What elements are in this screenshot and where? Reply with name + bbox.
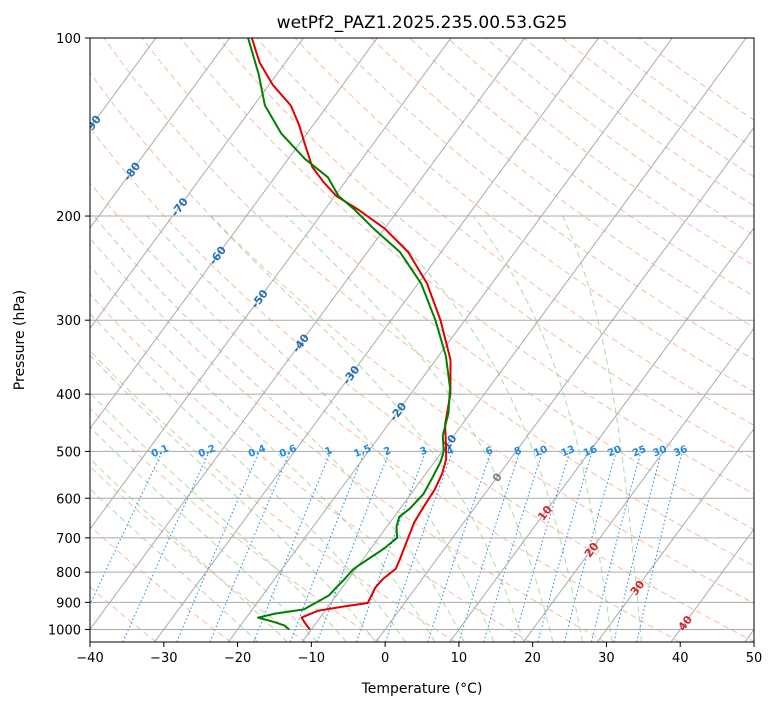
x-tick-label: −20 [224, 651, 251, 666]
x-axis-label: Temperature (°C) [361, 681, 483, 697]
x-tick-label: 30 [598, 651, 615, 666]
y-tick-label: 1000 [48, 623, 81, 638]
chart-title: wetPf2_PAZ1.2025.235.00.53.G25 [277, 13, 568, 33]
x-tick-label: −40 [76, 651, 103, 666]
x-tick-label: 40 [672, 651, 689, 666]
x-tick-label: −10 [298, 651, 325, 666]
x-tick-label: 20 [524, 651, 541, 666]
x-tick-label: 10 [451, 651, 468, 666]
y-tick-label: 500 [56, 445, 81, 460]
y-tick-label: 700 [56, 532, 81, 547]
y-axis-label: Pressure (hPa) [12, 290, 28, 390]
y-tick-label: 900 [56, 596, 81, 611]
y-tick-label: 600 [56, 492, 81, 507]
x-tick-label: −30 [150, 651, 177, 666]
y-tick-label: 800 [56, 566, 81, 581]
y-tick-label: 300 [56, 314, 81, 329]
x-tick-label: 50 [746, 651, 763, 666]
y-tick-label: 100 [56, 32, 81, 47]
x-tick-label: 0 [381, 651, 389, 666]
y-tick-label: 200 [56, 210, 81, 225]
y-tick-label: 400 [56, 388, 81, 403]
